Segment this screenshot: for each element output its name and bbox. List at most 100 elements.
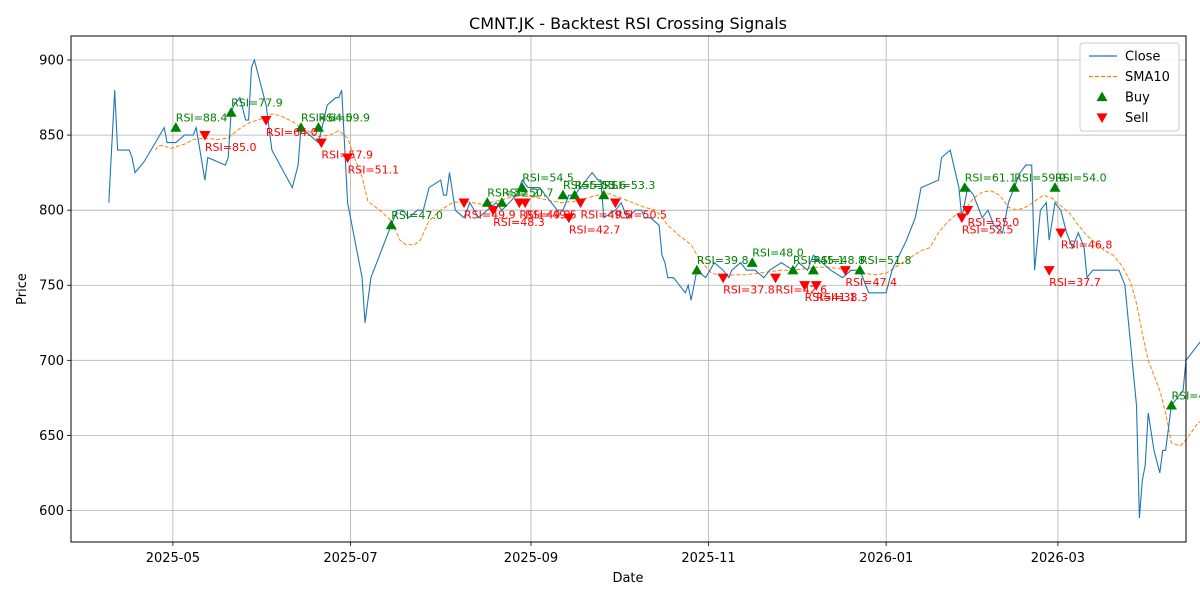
buy-marker: [385, 219, 397, 230]
buy-marker: [312, 122, 324, 132]
buy-marker: [854, 264, 866, 275]
sell-label: RSI=48.3: [493, 216, 545, 229]
sell-marker: [563, 213, 575, 224]
y-tick-label: 900: [39, 54, 64, 69]
legend-buy-swatch: [1096, 91, 1108, 102]
sell-label: RSI=37.8: [723, 284, 775, 297]
sell-label: RSI=38.3: [816, 291, 868, 304]
sell-marker: [717, 273, 729, 284]
buy-label: RSI=47.0: [391, 209, 443, 222]
y-tick-label: 650: [39, 429, 64, 444]
buy-label: RSI=61.1: [965, 172, 1017, 185]
sell-label: RSI=49.9: [464, 209, 516, 222]
buy-label: RSI=59.9: [318, 112, 370, 125]
buy-marker: [746, 257, 758, 267]
x-tick-label: 2025-05: [146, 551, 200, 566]
buy-marker: [1008, 182, 1020, 192]
x-tick-label: 2025-11: [681, 551, 735, 566]
sell-label: RSI=52.5: [962, 224, 1014, 237]
legend: Close SMA10 Buy Sell: [1079, 42, 1180, 132]
buy-marker: [557, 189, 569, 200]
x-tick-label: 2025-09: [504, 551, 558, 566]
buy-label: RSI=59.9: [1014, 172, 1066, 185]
chart-title: CMNT.JK - Backtest RSI Crossing Signals: [469, 14, 787, 33]
grid: [71, 36, 1186, 542]
buy-marker: [170, 122, 182, 132]
y-tick-label: 600: [39, 504, 64, 519]
buy-marker: [1165, 399, 1177, 410]
buy-marker: [1049, 182, 1061, 192]
sell-marker: [342, 153, 354, 164]
sell-marker: [260, 115, 272, 126]
buy-label: RSI=88.4: [176, 112, 228, 125]
x-axis: 2025-05 2025-07 2025-09 2025-11 2026-01 2026-…: [146, 542, 1085, 566]
y-tick-label: 700: [39, 354, 64, 369]
close-line: [108, 58, 1200, 519]
legend-box: [1079, 42, 1180, 132]
y-tick-label: 750: [39, 279, 64, 294]
buy-marker: [787, 264, 799, 275]
buy-marker: [691, 264, 703, 275]
sell-marker: [519, 198, 531, 209]
buy-marker: [496, 197, 508, 207]
buy-label: RSI=39.8: [697, 254, 749, 267]
buy-marker: [295, 122, 307, 132]
sell-marker: [487, 206, 499, 216]
sell-marker: [315, 138, 327, 149]
sell-marker: [458, 198, 470, 209]
axes-frame: [70, 35, 1187, 543]
buy-label: RSI=53.3: [604, 179, 656, 192]
x-tick-label: 2026-03: [1031, 551, 1085, 566]
y-tick-label: 850: [39, 129, 64, 144]
legend-buy-label: Buy: [1125, 91, 1150, 106]
sell-marker: [799, 281, 811, 291]
sell-marker: [574, 198, 586, 209]
x-tick-label: 2026-01: [859, 551, 913, 566]
buy-marker: [481, 197, 493, 207]
sell-marker: [810, 281, 822, 291]
buy-marker: [807, 264, 819, 275]
legend-sell-label: Sell: [1125, 111, 1148, 126]
buy-label: RSI=45.1: [793, 254, 845, 267]
buy-label: RSI=53.6: [575, 179, 627, 192]
y-axis: 600 650 700 750 800 850 900: [39, 54, 71, 519]
sma10-line: [154, 113, 1200, 447]
legend-close-label: Close: [1125, 50, 1160, 65]
y-tick-label: 800: [39, 204, 64, 219]
sell-label: RSI=47.4: [845, 276, 897, 289]
x-axis-label: Date: [612, 571, 643, 586]
sell-label: RSI=42.7: [569, 224, 621, 237]
sell-label: RSI=41.1: [805, 291, 857, 304]
buy-marker: [959, 182, 971, 192]
buy-marker: [516, 182, 528, 192]
buy-label: RSI=48.0: [752, 247, 804, 260]
sell-marker: [962, 206, 974, 216]
plot-area: RSI=88.4RSI=77.9RSI=64.0RSI=59.9RSI=47.0…: [108, 58, 1200, 519]
buy-marker: [598, 189, 610, 200]
legend-sma10-label: SMA10: [1125, 70, 1170, 85]
sell-marker: [839, 266, 851, 276]
sell-label: RSI=55.0: [968, 216, 1020, 229]
sell-marker: [1043, 266, 1055, 276]
legend-sell-swatch: [1096, 113, 1108, 123]
sell-label: RSI=51.1: [348, 164, 400, 177]
buy-label: RSI=54.5: [522, 172, 574, 185]
buy-label: RSI=48.8: [813, 254, 865, 267]
y-axis-label: Price: [15, 273, 30, 305]
sell-marker: [956, 213, 968, 224]
buy-label: RSI=51.8: [860, 254, 912, 267]
buy-label: RSI=64.0: [301, 112, 353, 125]
sell-label: RSI=37.7: [1049, 276, 1101, 289]
buy-marker: [569, 189, 581, 200]
sell-marker: [609, 198, 621, 209]
sell-label: RSI=50.5: [615, 209, 667, 222]
sell-label: RSI=85.0: [205, 141, 257, 154]
sell-label: RSI=46.8: [1061, 239, 1113, 252]
sell-label: RSI=49.2: [519, 209, 571, 222]
sell-marker: [199, 130, 211, 141]
buy-marker: [225, 107, 237, 117]
sell-label: RSI=49.5: [580, 209, 632, 222]
buy-label: RSI=54.0: [1055, 172, 1107, 185]
